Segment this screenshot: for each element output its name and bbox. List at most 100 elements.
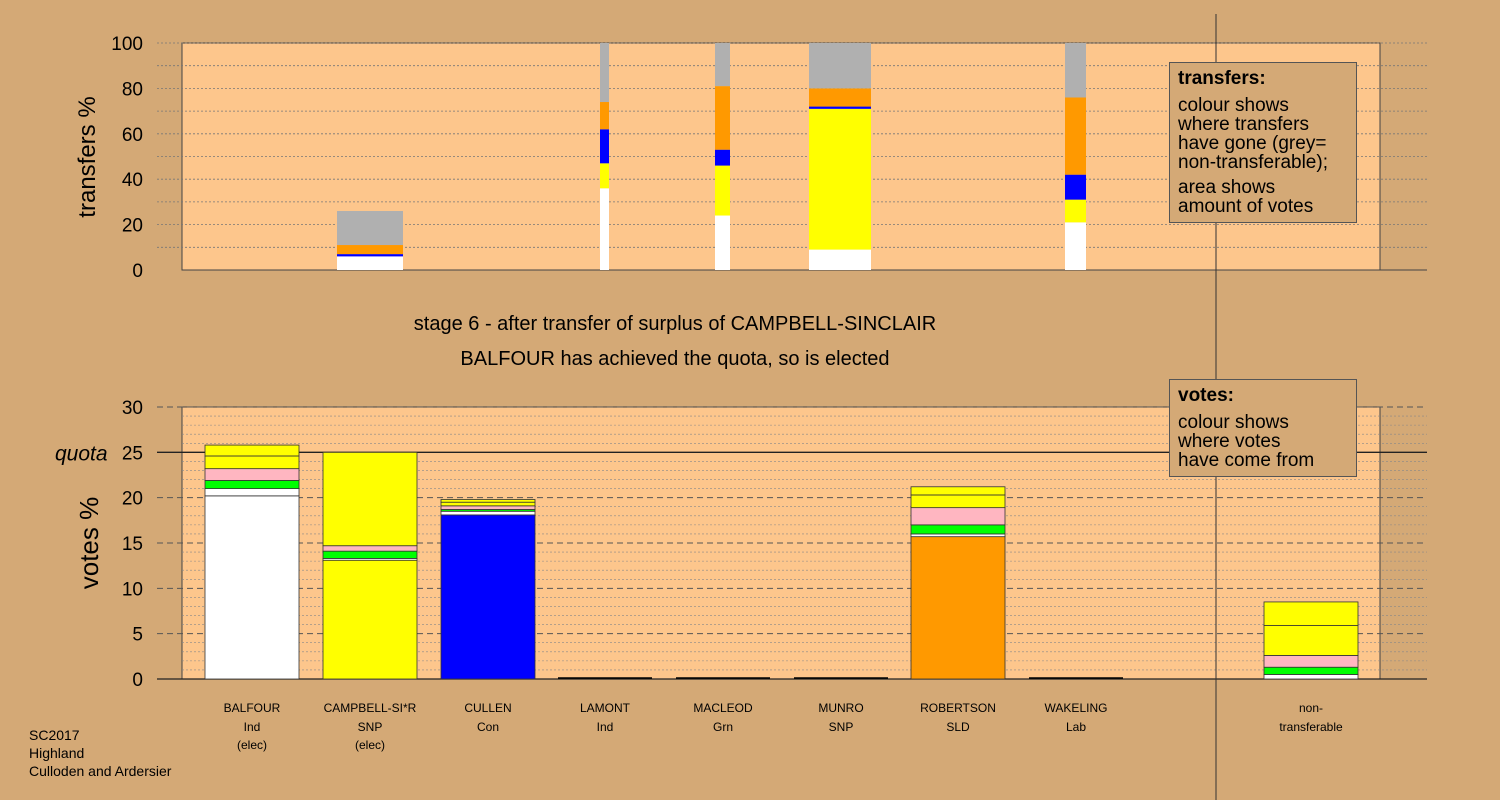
- transfers-legend-line: where transfers: [1178, 114, 1309, 135]
- candidate-name-label: LAMONT: [580, 701, 631, 715]
- footer: SC2017 Highland Culloden and Ardersier: [29, 726, 171, 780]
- vote-segment: [440, 510, 536, 516]
- vote-segment: [1263, 601, 1359, 626]
- candidate-name-label: non-: [1299, 701, 1323, 715]
- vote-segment: [204, 495, 300, 680]
- votes-legend-line: where votes: [1178, 431, 1281, 452]
- result-caption: BALFOUR has achieved the quota, so is el…: [460, 348, 890, 370]
- transfer-segment: [1065, 199, 1086, 223]
- transfer-segment: [600, 43, 609, 103]
- vote-segment: [910, 494, 1006, 509]
- candidate-name-label: CAMPBELL-SI*R: [324, 701, 417, 715]
- vote-segment: [322, 550, 418, 559]
- transfer-segment: [809, 43, 871, 89]
- vote-segment: [910, 507, 1006, 526]
- transfer-segment: [1065, 174, 1086, 200]
- votes-y-tick-label: 25: [122, 443, 143, 464]
- transfer-segment: [715, 43, 730, 87]
- vote-segment: [204, 480, 300, 490]
- transfer-segment: [715, 165, 730, 216]
- vote-segment: [204, 444, 300, 457]
- votes-y-tick-label: 30: [122, 398, 143, 419]
- candidate-name-label: ROBERTSON: [920, 701, 996, 715]
- vote-segment: [204, 455, 300, 470]
- transfers-y-tick-label: 20: [122, 216, 143, 237]
- transfers-legend-line: amount of votes: [1178, 196, 1314, 217]
- vote-segment: [1263, 666, 1359, 675]
- vote-segment: [910, 524, 1006, 535]
- votes-y-tick-label: 20: [122, 489, 143, 510]
- candidate-name-label: MACLEOD: [693, 701, 753, 715]
- vote-segment: [322, 545, 418, 552]
- transfer-segment: [337, 210, 403, 246]
- transfer-segment: [337, 256, 403, 270]
- candidate-name-label: WAKELING: [1045, 701, 1108, 715]
- vote-segment: [440, 514, 536, 680]
- candidate-sub-label: (elec): [355, 738, 385, 752]
- vote-segment: [322, 559, 418, 680]
- transfers-y-tick-label: 100: [111, 34, 143, 55]
- transfers-legend-line: colour shows: [1178, 95, 1289, 116]
- votes-legend: votes: colour shows where votes have com…: [1169, 379, 1357, 477]
- transfer-segment: [337, 245, 403, 255]
- transfer-segment: [600, 102, 609, 130]
- transfers-y-axis-label: transfers %: [74, 96, 101, 217]
- transfer-segment: [809, 249, 871, 270]
- vote-segment: [440, 501, 536, 507]
- transfers-legend-line: have gone (grey=: [1178, 133, 1327, 154]
- votes-y-tick-label: 0: [132, 670, 143, 691]
- transfer-segment: [600, 163, 609, 189]
- candidate-sub-label: (elec): [237, 738, 267, 752]
- transfer-segment: [715, 215, 730, 270]
- vote-segment: [910, 533, 1006, 538]
- transfer-segment: [715, 149, 730, 166]
- candidate-sub-label: SNP: [829, 720, 854, 734]
- votes-y-tick-label: 10: [122, 579, 143, 600]
- vote-segment: [910, 536, 1006, 680]
- candidate-sub-label: Ind: [244, 720, 261, 734]
- votes-legend-line: colour shows: [1178, 412, 1289, 433]
- candidate-sub-label: SLD: [946, 720, 970, 734]
- transfer-segment: [809, 108, 871, 250]
- votes-y-axis-label: votes %: [74, 497, 104, 590]
- vote-segment: [1263, 625, 1359, 656]
- transfer-segment: [809, 106, 871, 109]
- candidate-name-label: CULLEN: [464, 701, 511, 715]
- vote-segment: [1263, 655, 1359, 668]
- transfers-y-tick-label: 60: [122, 125, 143, 146]
- transfers-y-tick-label: 0: [132, 261, 143, 282]
- vote-segment: [910, 486, 1006, 496]
- candidate-sub-label: transferable: [1279, 720, 1343, 734]
- transfers-legend: transfers: colour shows where transfers …: [1169, 62, 1357, 223]
- vote-segment: [440, 499, 536, 503]
- candidate-name-label: MUNRO: [818, 701, 863, 715]
- footer-council: Highland: [29, 745, 85, 761]
- votes-legend-title: votes:: [1178, 385, 1234, 406]
- votes-legend-line: have come from: [1178, 450, 1315, 471]
- transfer-segment: [600, 129, 609, 164]
- transfer-segment: [809, 88, 871, 107]
- transfers-y-tick-label: 40: [122, 170, 143, 191]
- transfer-segment: [1065, 97, 1086, 175]
- transfer-segment: [1065, 222, 1086, 270]
- vote-segment: [204, 468, 300, 481]
- footer-ward: Culloden and Ardersier: [29, 763, 172, 779]
- transfers-legend-line: non-transferable);: [1178, 152, 1328, 173]
- transfer-segment: [337, 254, 403, 257]
- candidate-name-label: BALFOUR: [224, 701, 281, 715]
- transfers-legend-title: transfers:: [1178, 68, 1266, 89]
- transfer-segment: [715, 86, 730, 150]
- footer-year: SC2017: [29, 727, 80, 743]
- candidate-sub-label: Con: [477, 720, 499, 734]
- vote-segment: [204, 488, 300, 497]
- candidate-sub-label: SNP: [358, 720, 383, 734]
- vote-segment: [1263, 674, 1359, 680]
- stage-caption: stage 6 - after transfer of surplus of C…: [413, 313, 937, 335]
- candidate-sub-label: Ind: [597, 720, 614, 734]
- transfers-y-tick-label: 80: [122, 79, 143, 100]
- transfer-segment: [1065, 43, 1086, 98]
- transfer-segment: [600, 188, 609, 270]
- votes-y-tick-label: 5: [132, 625, 143, 646]
- vote-segment: [322, 451, 418, 547]
- candidate-sub-label: Lab: [1066, 720, 1086, 734]
